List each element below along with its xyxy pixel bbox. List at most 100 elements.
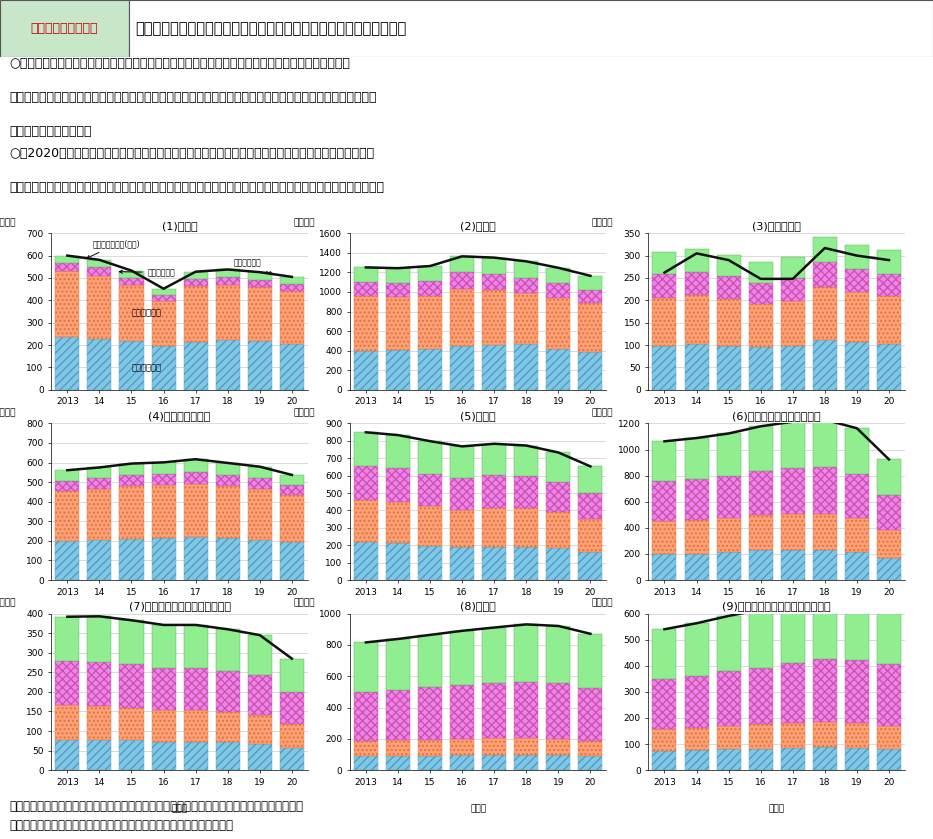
Bar [450, 478, 474, 510]
Bar [129, 0, 933, 57]
Bar [450, 289, 474, 346]
Bar [88, 740, 111, 770]
Bar [119, 278, 144, 285]
Bar [184, 668, 208, 711]
Bar [354, 741, 378, 757]
Text: 延べ労働移動者(折線): 延べ労働移動者(折線) [87, 239, 141, 258]
Bar [354, 691, 378, 741]
Bar [184, 341, 208, 390]
Text: （年）: （年） [470, 805, 486, 814]
Bar [151, 486, 175, 538]
Bar [482, 738, 507, 755]
Bar [418, 635, 442, 687]
Title: (9)社会保険，社会福祉，介護事業: (9)社会保険，社会福祉，介護事業 [722, 602, 831, 612]
Bar [184, 459, 208, 472]
Bar [748, 471, 773, 515]
Bar [450, 738, 474, 755]
Bar [119, 475, 144, 487]
Bar [748, 550, 773, 580]
Bar [184, 742, 208, 770]
Bar [877, 344, 901, 390]
Bar [418, 281, 442, 296]
Bar [450, 257, 474, 272]
Bar [578, 757, 603, 770]
Bar [514, 681, 538, 738]
Bar [88, 478, 111, 489]
Text: （千人）: （千人） [592, 218, 614, 227]
Bar [717, 299, 741, 346]
Bar [877, 558, 901, 580]
Bar [248, 743, 272, 770]
Bar [514, 446, 538, 477]
Text: （千人）: （千人） [293, 218, 315, 227]
Bar [717, 552, 741, 580]
Bar [514, 755, 538, 770]
Text: （千人）: （千人） [0, 598, 17, 607]
Bar [877, 296, 901, 344]
Bar [845, 268, 869, 292]
Bar [482, 274, 507, 290]
Bar [685, 750, 708, 770]
Bar [547, 549, 570, 580]
Bar [845, 595, 869, 659]
Bar [578, 352, 603, 390]
Bar [248, 272, 272, 279]
Bar [216, 463, 240, 475]
Text: （年）: （年） [172, 805, 188, 814]
Text: （年）: （年） [172, 425, 188, 433]
Text: みられたが、「情報通信業」「社会保険，　社会福祉，　介護事業」では女性の入職者の増加がみられた。: みられたが、「情報通信業」「社会保険， 社会福祉， 介護事業」では女性の入職者の… [9, 181, 384, 194]
Bar [845, 473, 869, 519]
Text: （千人）: （千人） [0, 408, 17, 417]
Bar [386, 543, 410, 580]
Text: （年）: （年） [769, 425, 785, 433]
Text: 第２－（２）－６図: 第２－（２）－６図 [31, 22, 98, 35]
Bar [482, 476, 507, 508]
Bar [119, 463, 144, 475]
Bar [88, 662, 111, 706]
Bar [685, 623, 708, 676]
Title: (5)小売業: (5)小売業 [460, 411, 496, 421]
Bar [748, 515, 773, 550]
Bar [482, 444, 507, 476]
Title: (3)情報通信業: (3)情報通信業 [752, 221, 801, 231]
Bar [781, 603, 805, 664]
Bar [55, 481, 79, 491]
Bar [386, 741, 410, 756]
Title: (2)製造業: (2)製造業 [460, 221, 496, 231]
Bar [119, 341, 144, 390]
Bar [482, 508, 507, 547]
Bar [482, 258, 507, 274]
Text: （年）: （年） [172, 614, 188, 623]
Bar [418, 687, 442, 739]
Text: 男性　入職者: 男性 入職者 [132, 363, 161, 373]
Bar [845, 722, 869, 748]
Bar [685, 295, 708, 344]
Bar [280, 277, 304, 284]
Bar [748, 748, 773, 770]
Bar [877, 274, 901, 296]
Bar [748, 304, 773, 347]
Bar [514, 738, 538, 755]
Bar [418, 756, 442, 770]
Bar [813, 340, 837, 390]
Bar [652, 729, 676, 751]
Bar [354, 432, 378, 466]
Bar [748, 262, 773, 283]
Bar [386, 268, 410, 283]
Bar [845, 519, 869, 552]
Bar [685, 728, 708, 750]
Bar [652, 253, 676, 274]
Bar [184, 472, 208, 483]
Bar [354, 500, 378, 542]
Bar [781, 257, 805, 279]
Text: 女性　離職者: 女性 離職者 [119, 268, 175, 277]
Bar [216, 711, 240, 743]
Bar [845, 292, 869, 342]
Bar [280, 485, 304, 495]
Bar [781, 422, 805, 467]
Text: 女性　入職者: 女性 入職者 [234, 258, 272, 274]
Bar [514, 293, 538, 344]
Bar [151, 347, 175, 390]
Bar [547, 284, 570, 298]
Bar [685, 479, 708, 520]
